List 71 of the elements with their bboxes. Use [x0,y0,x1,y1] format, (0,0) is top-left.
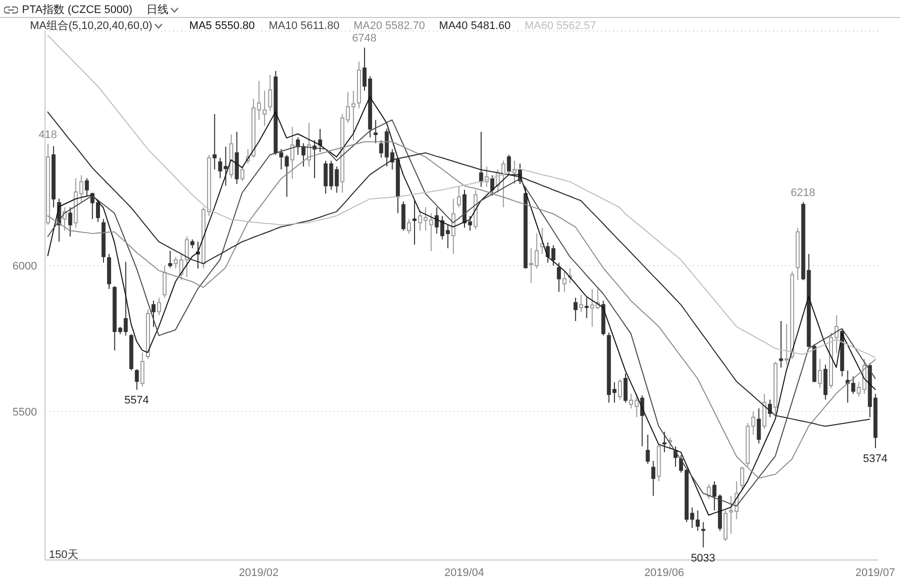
x-tick-label: 2019/02 [238,566,279,579]
x-tick-label: 2019/06 [644,566,684,579]
candlestick [779,320,784,368]
candlestick [574,297,578,322]
candlestick [84,178,89,196]
candlestick [562,270,566,292]
annotation: 418 [38,128,57,141]
candlestick [784,323,789,366]
candlestick [662,431,666,453]
annotation: 150天 [49,549,78,561]
candlestick [268,74,272,112]
candlestick [701,522,706,548]
candlestick [818,358,822,389]
chart-title: PTA指数 (CZCE 5000) [22,4,132,16]
candlestick [590,288,594,328]
candlestick [651,460,656,496]
candlestick [401,201,406,232]
candlestick [624,372,628,404]
candlestick [301,142,306,168]
candlestick [506,154,511,176]
candlestick [579,294,584,313]
candlestick [68,206,72,237]
candlestick [412,200,417,246]
candlestick [290,126,294,180]
candlestick [284,154,289,198]
annotation: 5033 [690,552,716,564]
annotation: 6218 [790,187,816,200]
candlestick [374,119,378,144]
candlestick [406,218,411,234]
candlestick [584,297,589,319]
candlestick [140,352,144,388]
candlestick [240,166,244,182]
candlestick [706,484,711,500]
candlestick [646,434,650,464]
annotation: 5374 [862,452,888,465]
candlestick [162,265,167,298]
candlestick [556,262,561,292]
candlestick [334,166,339,194]
candlestick [152,300,156,328]
text: MA10 5611.80 [268,20,340,32]
candlestick [696,510,700,532]
annotation: 6748 [352,32,377,45]
candlestick [379,140,384,158]
y-tick-label: 5500 [12,406,37,418]
candlestick [740,466,744,491]
x-tick-label: 2019/04 [444,566,484,579]
text: 日线 [146,4,168,16]
legend-title: MA组合(5,10,20,40,60,0) [30,20,152,32]
candlestick [762,393,766,430]
candlestick [479,131,484,188]
candlestick [751,410,756,436]
candlestick [434,206,439,234]
candlestick [456,186,461,208]
text: MA5 5550.80 [189,20,255,32]
candlestick [318,128,322,152]
text: MA60 5562.57 [524,20,596,32]
annotation: 5574 [124,394,149,407]
text: MA40 5481.60 [439,20,511,32]
candlestick [134,368,139,390]
x-tick-label: 2019/07 [855,566,896,579]
candlestick [640,394,644,447]
text: MA20 5582.70 [353,20,426,32]
candlestick [756,408,761,444]
y-tick-label: 6000 [12,260,37,273]
candlestick [174,256,178,270]
candlestick [157,297,162,316]
candlestick [451,198,456,254]
candlestick [168,250,172,268]
candlestick [618,378,622,400]
candlestick [212,114,217,170]
candlestick [490,174,494,196]
